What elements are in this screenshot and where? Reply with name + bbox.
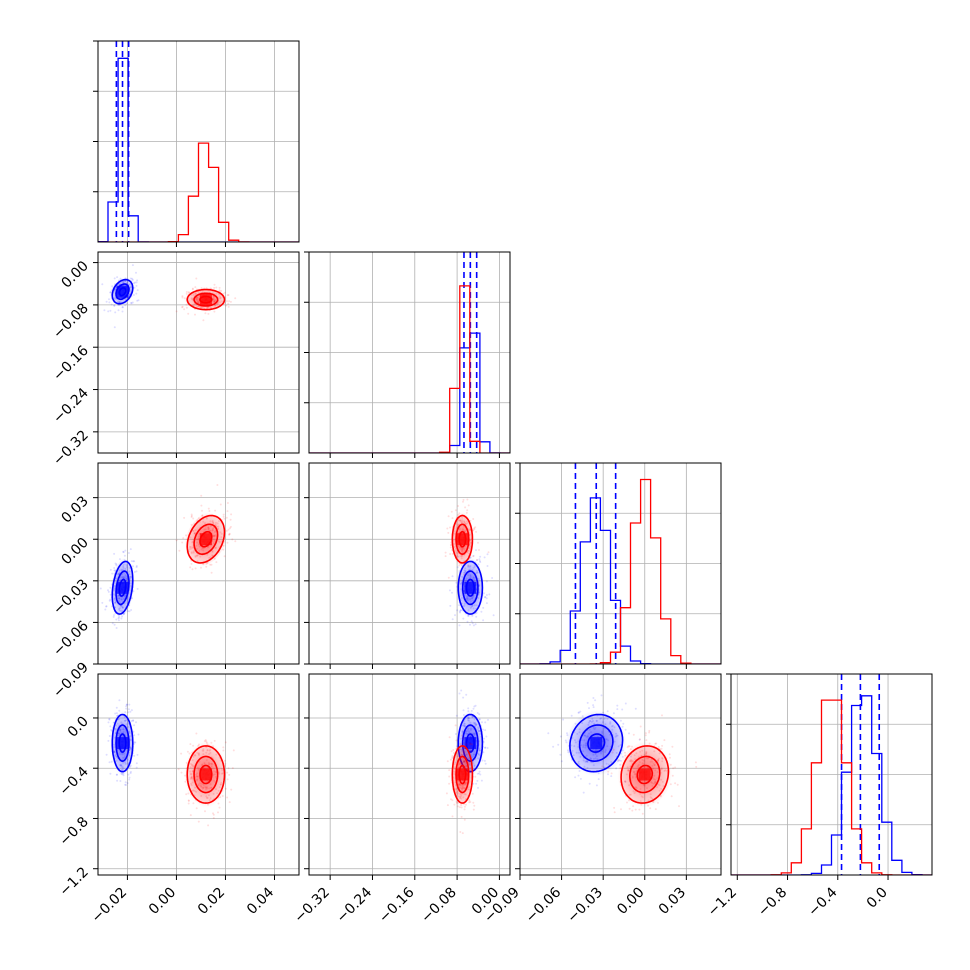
peak-cell-series-0	[116, 737, 129, 750]
panel-content	[98, 41, 299, 242]
peak-cell-series-1	[199, 533, 212, 546]
y-tick-label: −0.06	[50, 618, 92, 660]
y-tick-label: −0.16	[50, 343, 92, 385]
y-tick-label: −0.03	[50, 576, 92, 618]
y-tick-label: 0.03	[58, 493, 91, 526]
x-tick-label: −0.06	[523, 884, 565, 926]
panel-frame	[97, 673, 300, 876]
y-tick-label: 0.0	[65, 713, 92, 740]
y-tick-label: −0.09	[50, 660, 92, 702]
histogram-series-0	[309, 332, 510, 453]
y-tick-label: −0.08	[50, 300, 92, 342]
histogram-series-0	[98, 57, 299, 242]
panel-content	[444, 498, 495, 627]
grid	[309, 463, 510, 665]
x-tick-label: 0.00	[614, 885, 647, 918]
peak-cell-series-1	[638, 768, 651, 781]
histogram-series-1	[98, 142, 299, 242]
panel-frame	[519, 673, 722, 876]
x-tick-label: −0.24	[334, 884, 376, 926]
panel-0-0	[93, 40, 300, 247]
histogram-series-1	[520, 478, 721, 664]
peak-cell-series-0	[116, 581, 129, 594]
x-tick-label: 0.04	[244, 884, 277, 917]
panel-3-1: −0.32 −0.24 −0.16 −0.08 0.00	[291, 673, 511, 927]
x-tick-label: −0.32	[291, 885, 333, 927]
peak-cell-series-0	[464, 581, 477, 594]
histogram-series-0	[731, 695, 932, 875]
y-tick-label: 0.00	[58, 535, 91, 568]
y-tick-label: −0.4	[56, 764, 91, 799]
peak-cell-series-1	[456, 768, 469, 781]
panel-1-1	[304, 251, 511, 458]
panel-content	[101, 264, 237, 329]
histogram-series-1	[309, 285, 510, 453]
y-tick-label: −0.32	[50, 427, 92, 469]
x-tick-label: −0.16	[376, 884, 418, 926]
panel-2-0: −0.09−0.06−0.03 0.00 0.03	[50, 462, 300, 702]
panel-content	[99, 484, 237, 629]
peak-cell-series-1	[456, 533, 469, 546]
panel-content	[520, 463, 721, 664]
x-tick-label: −0.02	[89, 885, 131, 927]
peak-cell-series-1	[199, 768, 212, 781]
panel-content	[105, 699, 235, 827]
x-tick-label: −0.8	[755, 885, 790, 920]
y-tick-label: 0.00	[58, 258, 91, 291]
y-tick-label: −1.2	[56, 864, 91, 899]
x-tick-label: 0.03	[656, 885, 689, 918]
panel-frame	[308, 462, 511, 665]
panel-frame	[97, 462, 300, 665]
peak-cell-series-1	[199, 293, 212, 306]
x-tick-label: 0.02	[195, 885, 228, 918]
peak-cell-series-0	[116, 285, 129, 298]
panel-frame	[97, 251, 300, 454]
panel-content	[309, 252, 510, 453]
x-tick-label: −0.03	[564, 885, 606, 927]
x-tick-label: −0.08	[418, 885, 460, 927]
panel-frame	[308, 673, 511, 876]
panel-3-0: −0.02 0.00 0.02 0.04 −1.2 −0.8 −0.4 0.0	[56, 673, 300, 927]
x-tick-label: 0.0	[864, 885, 891, 912]
x-tick-label: −1.2	[705, 885, 740, 920]
panel-1-0: −0.32−0.24−0.16−0.08 0.00	[50, 251, 300, 469]
y-tick-label: −0.24	[50, 385, 92, 427]
panel-content	[445, 689, 489, 835]
panel-2-1	[304, 462, 511, 669]
panel-3-3: −1.2 −0.8 −0.4 0.0	[705, 673, 933, 920]
x-tick-label: −0.4	[805, 884, 840, 919]
panel-2-2	[515, 462, 722, 669]
panel-3-2: −0.09 −0.06 −0.03 0.00 0.03	[481, 673, 722, 927]
x-tick-label: 0.00	[146, 885, 179, 918]
panel-content	[547, 694, 698, 815]
histogram-series-0	[520, 497, 721, 664]
y-tick-label: −0.8	[56, 814, 91, 849]
peak-cell-series-0	[590, 737, 603, 750]
